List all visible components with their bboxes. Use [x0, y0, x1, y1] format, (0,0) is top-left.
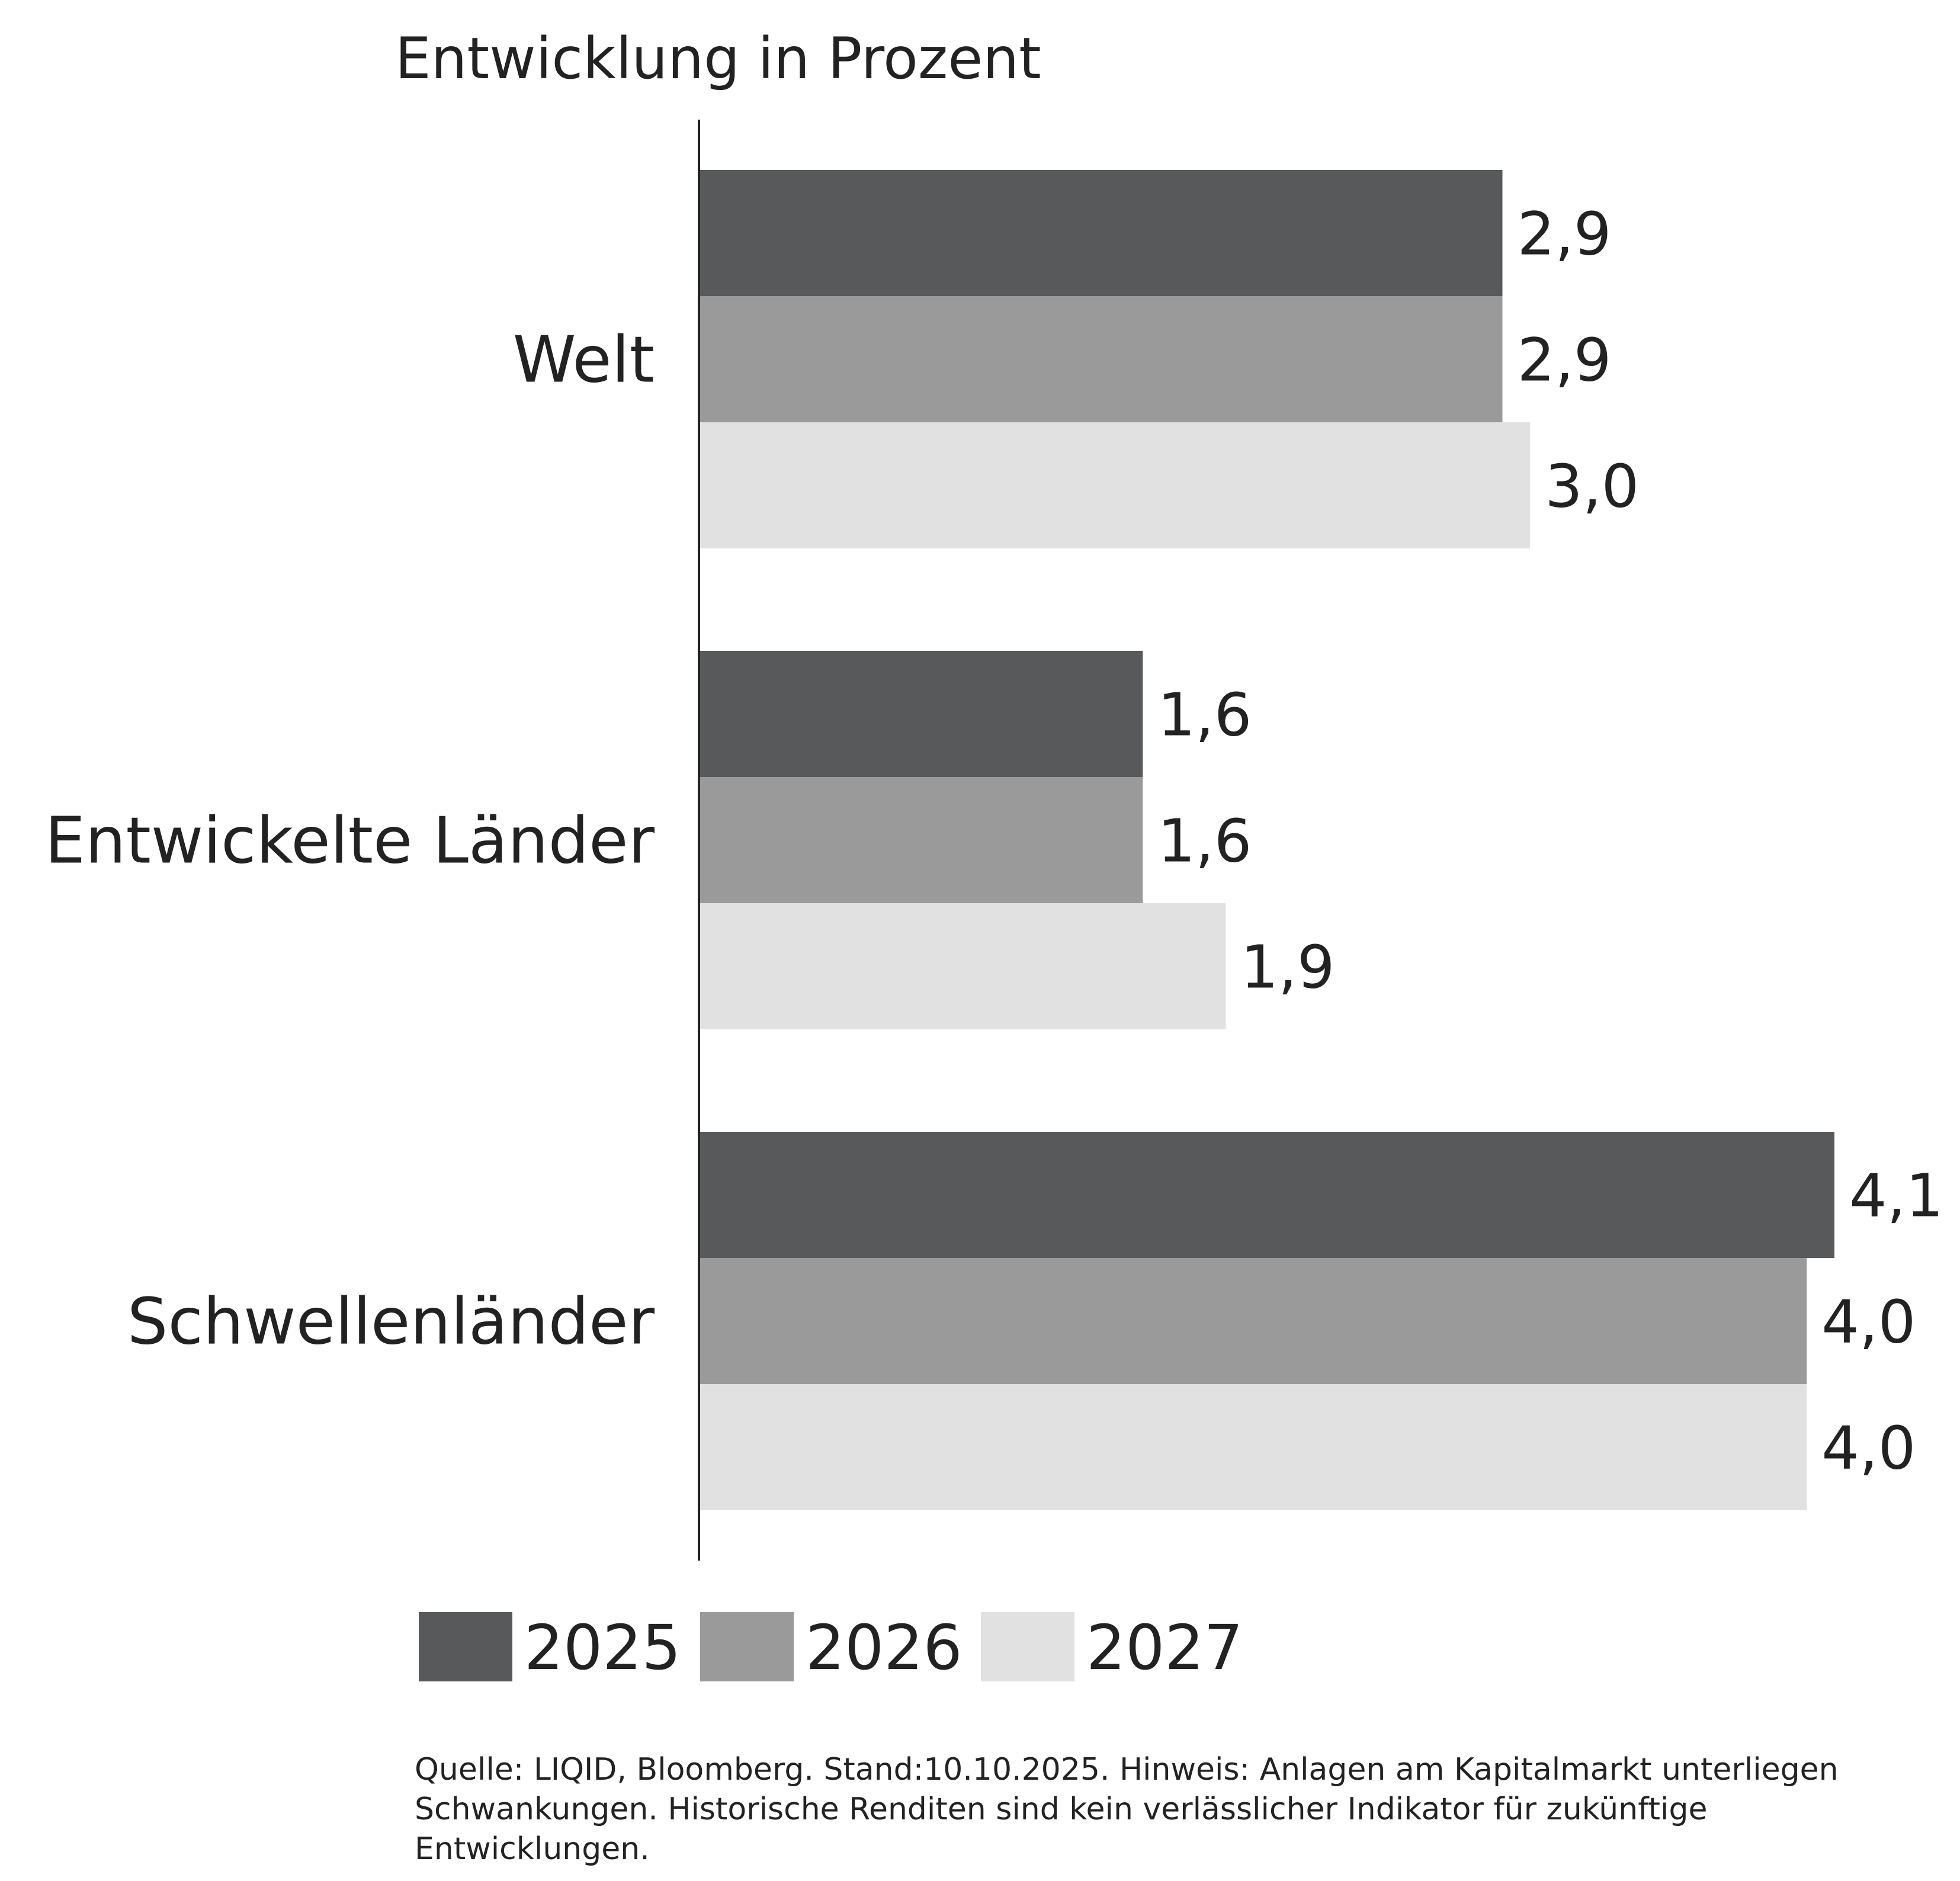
bar-2027: [700, 1384, 1807, 1510]
category-label: Schwellenländer: [127, 1285, 655, 1359]
legend-swatch-2025: [419, 1612, 512, 1681]
data-label: 4,0: [1821, 1288, 1916, 1357]
data-label: 1,6: [1157, 681, 1252, 750]
legend: 2025 2026 2027: [419, 1612, 1243, 1684]
data-label: 2,9: [1518, 200, 1612, 269]
legend-label: 2026: [806, 1612, 963, 1684]
data-label: 3,0: [1545, 452, 1639, 521]
data-label: 2,9: [1518, 326, 1612, 395]
bar-2027: [700, 422, 1531, 548]
data-label: 1,9: [1240, 933, 1335, 1002]
legend-label: 2027: [1086, 1612, 1243, 1684]
bar-2025: [700, 651, 1143, 777]
bar-2026: [700, 777, 1143, 903]
data-label: 1,6: [1157, 807, 1252, 876]
legend-swatch-2027: [981, 1612, 1074, 1681]
bar-2027: [700, 903, 1226, 1029]
legend-swatch-2026: [700, 1612, 794, 1681]
bar-2026: [700, 1258, 1807, 1384]
source-note: Quelle: LIQID, Bloomberg. Stand:10.10.20…: [415, 1752, 1839, 1867]
data-label: 4,1: [1849, 1161, 1943, 1231]
bars: Welt 2,9 2,9 3,0 Entwickelte Länder 1,6 1,6 1,9…: [45, 170, 1943, 1510]
data-label: 4,0: [1821, 1414, 1916, 1483]
category-label: Entwickelte Länder: [45, 804, 655, 878]
legend-label: 2025: [524, 1612, 681, 1684]
chart-title: Entwicklung in Prozent: [395, 25, 1041, 92]
bar-2025: [700, 170, 1503, 296]
bar-2026: [700, 296, 1503, 422]
category-label: Welt: [513, 323, 655, 397]
bar-2025: [700, 1132, 1834, 1258]
